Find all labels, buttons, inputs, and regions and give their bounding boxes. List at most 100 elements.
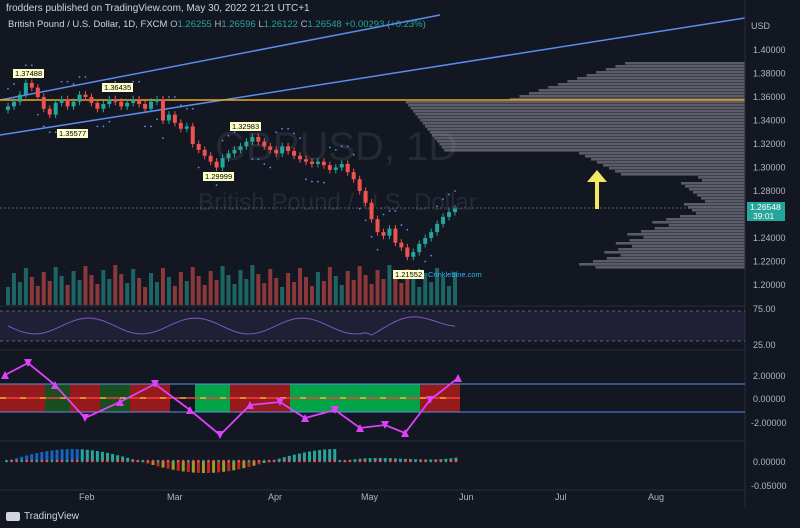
histogram-dot bbox=[338, 459, 342, 463]
sar-dot bbox=[448, 193, 450, 196]
watermark-ticker: GBPUSD, 1D bbox=[215, 125, 457, 169]
osc-triangle bbox=[116, 398, 124, 406]
price-tick: 1.22000 bbox=[753, 257, 786, 267]
watermark-name: British Pound / U.S. Dollar bbox=[198, 189, 477, 216]
price-label-6: 1.21552 bbox=[393, 270, 424, 279]
histogram-bar bbox=[181, 461, 185, 472]
profile-bar bbox=[666, 218, 745, 221]
candle-body bbox=[298, 155, 303, 160]
price-tick: 1.28000 bbox=[753, 186, 786, 196]
profile-bar bbox=[693, 191, 745, 194]
histogram-dot bbox=[86, 459, 89, 463]
sar-dot bbox=[150, 125, 152, 128]
channel-lower-line[interactable] bbox=[0, 17, 746, 136]
histogram-dot bbox=[277, 459, 281, 463]
volume-bar bbox=[268, 269, 273, 305]
symbol-name[interactable]: British Pound / U.S. Dollar, 1D, FXCM bbox=[8, 19, 168, 30]
candle-body bbox=[268, 146, 273, 150]
histogram-bar bbox=[70, 449, 74, 461]
histogram-dot bbox=[10, 459, 13, 463]
histogram-dot bbox=[368, 459, 372, 463]
volume-bar bbox=[83, 266, 88, 305]
volume-bar bbox=[304, 277, 308, 305]
volume-bar bbox=[160, 268, 165, 305]
sar-dot bbox=[173, 96, 176, 98]
histogram-bar bbox=[100, 451, 104, 461]
histogram-bar bbox=[196, 461, 200, 473]
profile-bar bbox=[519, 95, 745, 98]
histogram-dot bbox=[212, 459, 215, 463]
histogram-dot bbox=[136, 459, 140, 463]
footer-bar bbox=[0, 507, 800, 528]
sar-dot bbox=[442, 198, 444, 201]
sar-dot bbox=[84, 76, 87, 78]
volume-bar bbox=[65, 285, 70, 305]
histogram-bar bbox=[297, 453, 301, 461]
histogram-dot bbox=[101, 459, 104, 463]
sar-dot bbox=[221, 139, 224, 142]
histogram-dot bbox=[409, 459, 412, 463]
price-tick: 1.38000 bbox=[753, 69, 786, 79]
histogram-bar bbox=[333, 449, 337, 461]
histogram-bar bbox=[35, 453, 39, 461]
sar-dot bbox=[191, 107, 194, 110]
candle-body bbox=[441, 216, 446, 224]
histogram-bar bbox=[80, 449, 84, 461]
osc-triangle bbox=[331, 406, 339, 414]
volume-bar bbox=[214, 280, 219, 305]
candle-body bbox=[131, 99, 136, 103]
candle-body bbox=[101, 104, 106, 109]
svg-text:1.36435: 1.36435 bbox=[104, 83, 131, 92]
histogram-bar bbox=[252, 461, 256, 466]
profile-bar bbox=[625, 62, 745, 65]
sar-dot bbox=[132, 80, 135, 83]
histogram-dot bbox=[444, 459, 448, 463]
sar-dot bbox=[299, 137, 301, 140]
volume-bar bbox=[6, 287, 10, 305]
histogram-dot bbox=[176, 459, 180, 463]
profile-bar bbox=[429, 131, 745, 134]
histogram-dot bbox=[55, 459, 59, 463]
brand-text: TradingView bbox=[24, 511, 80, 522]
histogram-dot bbox=[353, 459, 357, 463]
osc-triangle bbox=[246, 401, 254, 409]
channel-upper-line[interactable] bbox=[0, 14, 441, 101]
candle-body bbox=[315, 161, 320, 164]
price-axis[interactable]: 1.40000 1.38000 1.36000 1.34000 1.32000 1.300… bbox=[753, 45, 786, 290]
histogram-dot bbox=[242, 459, 246, 463]
annotation-text: Crinklebine.com bbox=[428, 270, 482, 279]
sar-dot bbox=[144, 125, 146, 128]
histogram-bar bbox=[30, 454, 34, 461]
price-tick: 1.40000 bbox=[753, 45, 786, 55]
sar-dot bbox=[30, 64, 33, 67]
histogram-dot bbox=[166, 459, 170, 463]
rsi-line[interactable] bbox=[7, 316, 456, 336]
histogram-bar bbox=[201, 461, 205, 473]
histogram-bar bbox=[212, 461, 216, 473]
histogram-bar bbox=[454, 457, 458, 461]
volume-bar bbox=[315, 272, 320, 305]
histogram-bar bbox=[25, 455, 29, 461]
profile-bar bbox=[606, 257, 745, 260]
histogram-bar bbox=[257, 461, 261, 465]
histogram-bar bbox=[151, 461, 155, 465]
candle-body bbox=[399, 242, 404, 248]
price-tick: 1.34000 bbox=[753, 116, 786, 126]
candle-body bbox=[244, 141, 249, 147]
profile-bar bbox=[434, 137, 745, 140]
histogram-dot bbox=[106, 459, 109, 463]
tradingview-brand[interactable]: TradingView bbox=[6, 511, 79, 522]
candle-body bbox=[172, 114, 177, 123]
profile-bar bbox=[557, 83, 745, 86]
price-tick: 1.32000 bbox=[753, 139, 786, 149]
profile-bar bbox=[427, 128, 745, 131]
histogram-dot bbox=[303, 459, 306, 463]
histogram-bar bbox=[207, 461, 210, 473]
volume-bar bbox=[166, 277, 171, 305]
sar-dot bbox=[156, 118, 158, 121]
candle-body bbox=[23, 82, 28, 95]
profile-bar bbox=[591, 158, 745, 161]
profile-bar bbox=[415, 113, 745, 116]
volume-bar bbox=[435, 268, 440, 305]
